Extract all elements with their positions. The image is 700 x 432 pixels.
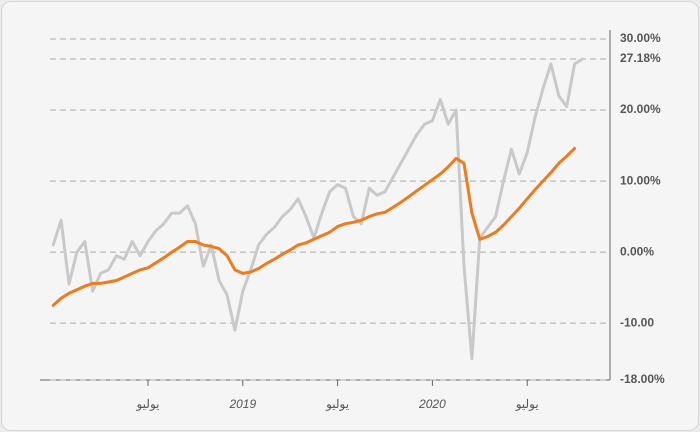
y-tick-label: 27.18% [620, 51, 661, 65]
y-tick-label: -18.00% [620, 372, 665, 386]
x-tick-label: يوليو [325, 397, 349, 411]
series-line [51, 57, 584, 361]
y-tick-label: -10.00 [620, 315, 654, 329]
series-line [51, 146, 577, 307]
y-tick-label: 20.00% [620, 102, 661, 116]
x-tick-label: 2019 [228, 397, 256, 411]
x-tick-label: 2020 [418, 397, 446, 411]
x-tick-label: يوليو [515, 397, 539, 411]
y-tick-label: 10.00% [620, 173, 661, 187]
x-tick-label: يوليو [135, 397, 159, 411]
y-tick-label: 0.00% [620, 244, 654, 258]
y-tick-label: 30.00% [620, 31, 661, 45]
